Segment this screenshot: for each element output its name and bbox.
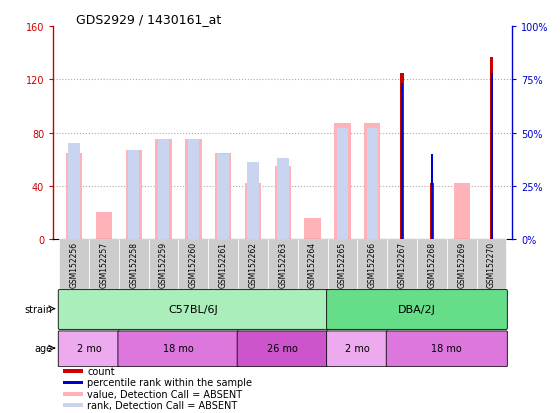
FancyBboxPatch shape — [237, 331, 328, 367]
Text: strain: strain — [25, 304, 53, 314]
Bar — [357, 240, 387, 289]
Text: GSM152262: GSM152262 — [249, 241, 258, 287]
Text: 2 mo: 2 mo — [345, 343, 370, 353]
Bar — [119, 240, 148, 289]
Bar — [400, 74, 404, 240]
FancyBboxPatch shape — [118, 331, 239, 367]
Text: GSM152259: GSM152259 — [159, 241, 168, 287]
Bar — [366, 129, 378, 240]
Bar — [401, 84, 403, 240]
Text: GSM152269: GSM152269 — [457, 241, 466, 287]
Text: GSM152261: GSM152261 — [218, 241, 228, 287]
Bar — [490, 57, 493, 240]
Bar — [63, 381, 83, 385]
Bar — [148, 240, 179, 289]
Text: GSM152257: GSM152257 — [99, 241, 109, 287]
Bar — [447, 240, 477, 289]
Bar — [491, 74, 492, 240]
Bar — [305, 218, 321, 240]
Bar — [248, 163, 259, 240]
Bar — [63, 369, 83, 373]
Text: C57BL/6J: C57BL/6J — [169, 304, 218, 314]
Bar — [364, 124, 380, 240]
Text: percentile rank within the sample: percentile rank within the sample — [87, 377, 253, 387]
Text: GDS2929 / 1430161_at: GDS2929 / 1430161_at — [76, 13, 221, 26]
Bar — [155, 140, 172, 240]
Bar — [277, 159, 288, 240]
Bar — [185, 140, 202, 240]
Bar — [188, 140, 199, 240]
Text: DBA/2J: DBA/2J — [398, 304, 436, 314]
Bar — [217, 154, 229, 240]
Bar — [158, 140, 169, 240]
Text: GSM152260: GSM152260 — [189, 241, 198, 287]
Bar — [63, 404, 83, 407]
Text: GSM152256: GSM152256 — [69, 241, 78, 287]
FancyBboxPatch shape — [386, 331, 507, 367]
Text: count: count — [87, 366, 115, 376]
Text: GSM152263: GSM152263 — [278, 241, 287, 287]
Bar — [245, 184, 261, 240]
Bar — [208, 240, 238, 289]
FancyBboxPatch shape — [58, 290, 328, 330]
Bar — [128, 150, 139, 240]
Bar — [63, 392, 83, 396]
Bar — [417, 240, 447, 289]
Bar — [59, 240, 89, 289]
Bar — [328, 240, 357, 289]
Text: 18 mo: 18 mo — [163, 343, 194, 353]
Text: 18 mo: 18 mo — [431, 343, 462, 353]
Bar — [66, 153, 82, 240]
Bar — [334, 124, 351, 240]
Bar — [125, 150, 142, 240]
Bar — [238, 240, 268, 289]
Text: rank, Detection Call = ABSENT: rank, Detection Call = ABSENT — [87, 400, 238, 410]
Text: 26 mo: 26 mo — [267, 343, 298, 353]
Text: GSM152267: GSM152267 — [398, 241, 407, 287]
Text: 2 mo: 2 mo — [77, 343, 101, 353]
Text: GSM152266: GSM152266 — [368, 241, 377, 287]
Bar — [215, 153, 231, 240]
Bar — [477, 240, 506, 289]
Bar — [268, 240, 298, 289]
Bar — [179, 240, 208, 289]
Bar — [387, 240, 417, 289]
Bar — [96, 213, 112, 240]
Bar — [430, 184, 433, 240]
Bar — [431, 154, 433, 240]
FancyBboxPatch shape — [326, 290, 507, 330]
Bar — [89, 240, 119, 289]
Bar — [298, 240, 328, 289]
Text: value, Detection Call = ABSENT: value, Detection Call = ABSENT — [87, 389, 242, 399]
Bar — [274, 166, 291, 240]
Text: age: age — [35, 343, 53, 353]
Bar — [68, 144, 80, 240]
FancyBboxPatch shape — [326, 331, 388, 367]
Bar — [337, 129, 348, 240]
Bar — [454, 184, 470, 240]
Text: GSM152268: GSM152268 — [427, 241, 436, 287]
Text: GSM152270: GSM152270 — [487, 241, 496, 287]
Text: GSM152258: GSM152258 — [129, 241, 138, 287]
FancyBboxPatch shape — [58, 331, 120, 367]
Text: GSM152265: GSM152265 — [338, 241, 347, 287]
Text: GSM152264: GSM152264 — [308, 241, 317, 287]
